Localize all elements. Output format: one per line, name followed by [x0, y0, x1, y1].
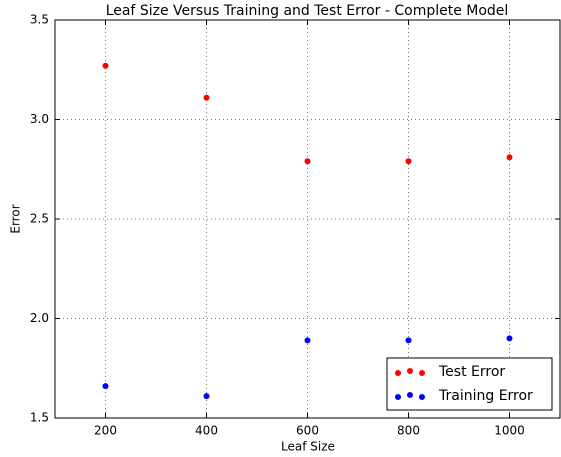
legend-label: Training Error: [438, 388, 533, 404]
point: [203, 94, 210, 101]
point: [405, 158, 412, 165]
point: [405, 337, 412, 344]
y-tick-label: 2.5: [30, 212, 49, 226]
y-tick-label: 1.5: [30, 411, 49, 425]
x-tick-label: 800: [397, 424, 420, 438]
point: [304, 337, 311, 344]
point: [506, 335, 513, 342]
y-tick-label: 3.0: [30, 112, 49, 126]
y-tick-label: 2.0: [30, 311, 49, 325]
point: [102, 62, 109, 69]
y-tick-label: 3.5: [30, 13, 49, 27]
legend-marker: [419, 394, 425, 400]
point: [304, 158, 311, 165]
plot-frame: [54, 19, 561, 419]
x-axis-label: Leaf Size: [281, 440, 335, 454]
chart-title: Leaf Size Versus Training and Test Error…: [106, 3, 509, 19]
legend-marker: [419, 370, 425, 376]
legend-marker: [407, 368, 413, 374]
legend-marker: [395, 370, 401, 376]
legend-marker: [407, 392, 413, 398]
y-axis-label: Error: [9, 204, 23, 233]
x-tick-label: 200: [94, 424, 117, 438]
legend-label: Test Error: [438, 364, 505, 380]
legend-marker: [395, 394, 401, 400]
point: [203, 393, 210, 400]
x-tick-label: 400: [195, 424, 218, 438]
point: [506, 154, 513, 161]
point: [102, 383, 109, 390]
x-tick-label: 600: [296, 424, 319, 438]
x-tick-label: 1000: [494, 424, 525, 438]
legend-box: [386, 357, 553, 411]
